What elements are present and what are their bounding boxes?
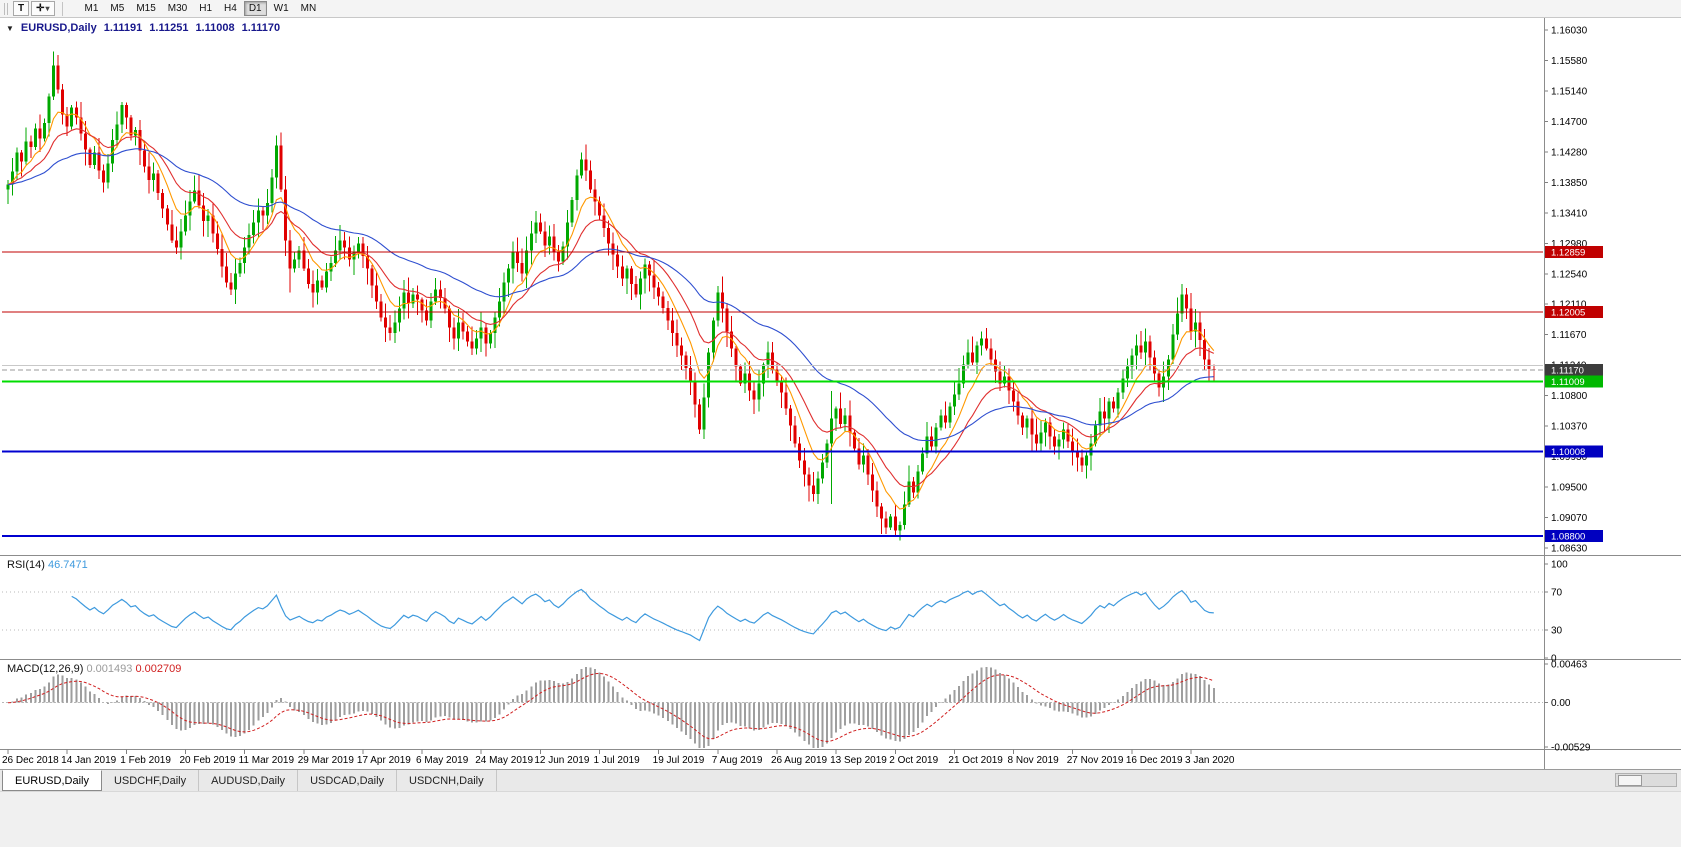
svg-text:26 Aug 2019: 26 Aug 2019 [771, 755, 828, 766]
svg-text:7 Aug 2019: 7 Aug 2019 [712, 755, 763, 766]
svg-text:100: 100 [1551, 560, 1568, 571]
svg-text:1.09930: 1.09930 [1551, 452, 1588, 463]
chart-tabs: EURUSD,Daily USDCHF,Daily AUDUSD,Daily USDC… [0, 770, 1681, 791]
rsi-indicator-label: RSI(14) 46.7471 [7, 559, 88, 571]
cursor-tool-button[interactable]: ✛▾ [31, 1, 55, 16]
svg-text:1.12110: 1.12110 [1551, 300, 1587, 311]
svg-text:6 May 2019: 6 May 2019 [416, 755, 469, 766]
svg-text:1.12005: 1.12005 [1551, 307, 1585, 318]
svg-text:20 Feb 2019: 20 Feb 2019 [179, 755, 236, 766]
macd-main-value: 0.001493 [86, 663, 133, 675]
tab-scrollbar[interactable] [1615, 773, 1677, 787]
svg-text:1.13850: 1.13850 [1551, 178, 1588, 189]
svg-text:1 Jul 2019: 1 Jul 2019 [594, 755, 641, 766]
chart-symbol-label: EURUSD,Daily [20, 22, 97, 34]
svg-text:26 Dec 2018: 26 Dec 2018 [2, 755, 59, 766]
chart-title: ▼ EURUSD,Daily 1.11191 1.11251 1.11008 1… [6, 22, 280, 34]
timeframe-button-mn[interactable]: MN [296, 1, 322, 16]
chart-tab-usdcnh[interactable]: USDCNH,Daily [397, 770, 497, 791]
svg-text:11 Mar 2019: 11 Mar 2019 [239, 755, 295, 766]
timeframe-button-m1[interactable]: M1 [80, 1, 104, 16]
collapse-triangle-icon[interactable]: ▼ [6, 23, 14, 33]
svg-text:70: 70 [1551, 588, 1563, 599]
toolbar-separator [61, 1, 63, 16]
svg-text:19 Jul 2019: 19 Jul 2019 [653, 755, 705, 766]
svg-text:27 Nov 2019: 27 Nov 2019 [1067, 755, 1124, 766]
tab-scrollbar-thumb[interactable] [1618, 774, 1642, 786]
svg-text:1 Feb 2019: 1 Feb 2019 [120, 755, 171, 766]
svg-text:29 Mar 2019: 29 Mar 2019 [298, 755, 355, 766]
timeframe-button-h1[interactable]: H1 [194, 1, 217, 16]
svg-text:1.14280: 1.14280 [1551, 147, 1588, 158]
svg-text:1.10370: 1.10370 [1551, 422, 1588, 433]
chart-tab-usdchf[interactable]: USDCHF,Daily [102, 770, 200, 791]
timeframe-button-m30[interactable]: M30 [163, 1, 192, 16]
timeframe-button-m5[interactable]: M5 [105, 1, 129, 16]
svg-text:1.12859: 1.12859 [1551, 247, 1585, 258]
chart-tab-usdcad[interactable]: USDCAD,Daily [298, 770, 398, 791]
ohlc-low-value: 1.11008 [195, 22, 235, 34]
macd-signal-value: 0.002709 [135, 663, 182, 675]
svg-text:1.10008: 1.10008 [1551, 447, 1585, 458]
svg-text:30: 30 [1551, 625, 1563, 636]
timeframe-button-m15[interactable]: M15 [131, 1, 160, 16]
ohlc-close-value: 1.11170 [241, 22, 281, 34]
svg-text:24 May 2019: 24 May 2019 [475, 755, 533, 766]
svg-text:1.09500: 1.09500 [1551, 483, 1588, 494]
chart-tab-eurusd[interactable]: EURUSD,Daily [2, 770, 102, 791]
svg-text:0: 0 [1551, 654, 1557, 665]
svg-text:1.11670: 1.11670 [1551, 330, 1587, 341]
svg-text:1.10800: 1.10800 [1551, 391, 1588, 402]
svg-text:0.00: 0.00 [1551, 698, 1571, 709]
svg-text:1.09070: 1.09070 [1551, 513, 1588, 524]
rsi-current-value: 46.7471 [47, 559, 88, 571]
macd-name: MACD(12,26,9) [7, 663, 84, 675]
svg-text:14 Jan 2019: 14 Jan 2019 [61, 755, 116, 766]
bottom-empty-area [0, 791, 1681, 847]
ohlc-open-value: 1.11191 [103, 22, 143, 34]
svg-text:1.11170: 1.11170 [1551, 366, 1584, 377]
svg-text:1.12980: 1.12980 [1551, 239, 1588, 250]
ohlc-high-value: 1.11251 [149, 22, 189, 34]
svg-text:12 Jun 2019: 12 Jun 2019 [534, 755, 589, 766]
macd-indicator-label: MACD(12,26,9) 0.001493 0.002709 [7, 663, 181, 675]
rsi-name: RSI(14) [7, 559, 45, 571]
chart-tab-audusd[interactable]: AUDUSD,Daily [199, 770, 299, 791]
svg-text:1.15140: 1.15140 [1551, 86, 1588, 97]
svg-text:1.16030: 1.16030 [1551, 26, 1588, 37]
svg-text:2 Oct 2019: 2 Oct 2019 [889, 755, 938, 766]
text-tool-button[interactable]: T [13, 1, 30, 16]
timeframe-button-h4[interactable]: H4 [219, 1, 242, 16]
timeframe-button-d1[interactable]: D1 [243, 1, 267, 16]
svg-text:0.00463: 0.00463 [1551, 660, 1588, 671]
svg-text:1.15580: 1.15580 [1551, 56, 1588, 67]
top-toolbar: T ✛▾ M1 M5 M15 M30 H1 H4 D1 W1 MN [0, 0, 1681, 18]
svg-text:1.12540: 1.12540 [1551, 269, 1588, 280]
chart-tab-bar: EURUSD,Daily USDCHF,Daily AUDUSD,Daily USDC… [0, 769, 1681, 791]
svg-text:13 Sep 2019: 13 Sep 2019 [830, 755, 887, 766]
svg-text:8 Nov 2019: 8 Nov 2019 [1008, 755, 1060, 766]
svg-text:1.08800: 1.08800 [1551, 532, 1585, 543]
svg-text:1.11009: 1.11009 [1551, 377, 1585, 388]
timeframe-toolbar: M1 M5 M15 M30 H1 H4 D1 W1 MN [80, 1, 322, 16]
crosshair-icon: ✛ [36, 2, 45, 14]
chevron-down-icon: ▾ [45, 3, 50, 13]
svg-text:-0.00529: -0.00529 [1551, 743, 1591, 754]
timeframe-button-w1[interactable]: W1 [269, 1, 294, 16]
svg-text:1.14700: 1.14700 [1551, 117, 1588, 128]
chart-canvas[interactable]: 1.16030 1.15580 1.15140 1.14700 1.14280 1.138… [0, 18, 1681, 769]
svg-text:17 Apr 2019: 17 Apr 2019 [357, 755, 411, 766]
toolbar-grip[interactable] [4, 2, 8, 15]
svg-text:1.08630: 1.08630 [1551, 544, 1588, 555]
svg-text:16 Dec 2019: 16 Dec 2019 [1126, 755, 1183, 766]
svg-text:1.13410: 1.13410 [1551, 208, 1588, 219]
svg-text:3 Jan 2020: 3 Jan 2020 [1185, 755, 1235, 766]
chart-window: 1.16030 1.15580 1.15140 1.14700 1.14280 1.138… [0, 18, 1681, 769]
svg-text:21 Oct 2019: 21 Oct 2019 [948, 755, 1003, 766]
